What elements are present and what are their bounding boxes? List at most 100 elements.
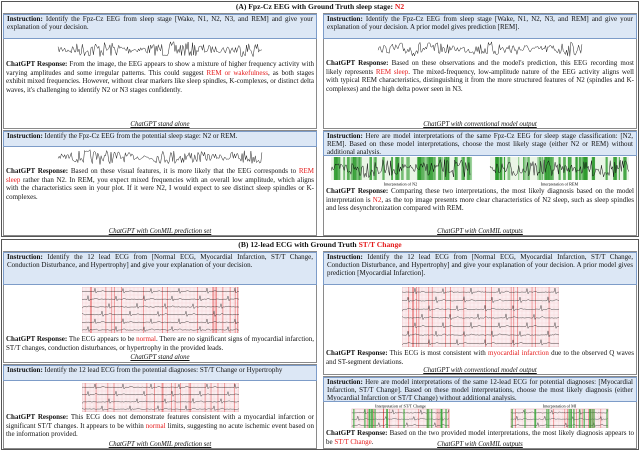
section-title: (B) 12-lead ECG with Ground Truth ST/T C… [0,240,640,250]
ecg-trace [81,405,239,412]
text-segment: Based on these visual features, it is mo… [70,167,299,175]
instruction: Instruction: Here are model interpretati… [323,377,637,402]
interp-band [559,157,561,180]
interp-band [581,157,584,180]
interp-band [546,409,548,428]
panel [3,251,317,363]
response: ChatGPT Response: From the image, the EE… [3,60,317,94]
interp-band [374,409,376,428]
interp-band [401,157,404,180]
caption: ChatGPT with conventional model output [423,121,537,128]
interp-band [578,157,580,180]
interp-band [544,157,548,180]
trace-group [377,40,583,57]
interp-band [350,157,354,180]
response: ChatGPT Response: This ECG does not demo… [3,413,317,439]
signal-image [81,287,239,333]
ecg-trace [351,421,449,428]
response-label: ChatGPT Response: [326,187,389,195]
section-box [1,239,639,450]
interp-band [353,409,355,428]
text-segment: , as the top image presents more clear c… [326,195,634,213]
instruction: Instruction: Identify the Fpz-Cz EEG fro… [3,14,317,39]
signal-image [57,148,263,166]
highlight-text: normal [136,335,156,343]
image-label: Interpretation of MI [543,404,577,409]
panel [323,376,637,449]
interp-band [375,157,377,180]
interp-band [445,157,450,180]
highlight-text: REM or wakefulness [206,68,268,77]
caption: ChatGPT with conventional model output [423,367,537,374]
interp-band [524,409,526,428]
interp-band [386,409,388,428]
ecg-trace [351,408,450,415]
ecg-trace [401,296,559,304]
interp-band [406,157,410,180]
highlight-text: N2 [372,195,382,204]
interp-band [591,157,595,180]
response-label: ChatGPT Response: [6,167,69,175]
response-label: ChatGPT Response: [6,60,68,68]
interp-band [589,409,591,428]
panel [3,364,317,449]
instruction-label: Instruction: [327,253,363,261]
highlight-text: myocardial infarction [488,349,549,357]
interp-band [568,409,570,428]
interp-band [495,157,499,180]
response-label: ChatGPT Response: [6,335,68,343]
eeg-trace [331,158,471,178]
eeg-trace [57,149,263,165]
interp-band [440,409,443,428]
interp-band [582,157,587,180]
ecg-paper [81,287,239,333]
interp-band [614,157,618,180]
interp-band [336,157,341,180]
highlight-text: ST/T Change [358,240,402,249]
interp-band [395,157,399,180]
signal-image [81,383,239,412]
highlight-text: REM sleep [375,67,409,76]
response-label: ChatGPT Response: [326,429,388,437]
eeg-trace [57,40,263,58]
instruction-label: Instruction: [327,132,363,140]
interp-band [511,409,513,428]
interp-band [427,409,430,428]
interp-band [364,409,366,428]
text-segment: Comparing these two interpretations, the… [326,187,634,204]
ecg-trace [401,287,559,295]
interp-band [518,157,520,180]
interp-band [333,157,338,180]
ecg-trace [401,305,559,312]
response-label: ChatGPT Response: [326,59,389,67]
interp-band [605,157,608,180]
interp-band [547,409,550,428]
interp-band [523,157,527,180]
interp-band [606,409,608,428]
interp-band [429,157,434,180]
trace-group [57,149,263,165]
text-segment: This ECG is most consistent with [389,349,489,357]
response: ChatGPT Response: Based on the two provi… [323,429,637,446]
instruction-label: Instruction: [7,366,43,374]
text-segment: . [371,437,374,446]
instruction-label: Instruction: [327,378,363,386]
ecg-trace [401,330,559,338]
ecg-trace [81,310,239,318]
panel [3,130,317,236]
image-label: Interpretation of ST/T Change [375,404,426,409]
highlight-text: normal [145,421,166,430]
section-box [1,1,639,237]
interp-band [422,157,425,180]
ecg-trace [401,339,559,346]
panel [323,251,637,375]
text-segment: due to the observed Q waves and ST-segme… [326,349,635,366]
panel [3,13,317,129]
interp-band [527,157,530,180]
interp-band [371,409,374,428]
interp-band [551,157,554,180]
interp-band [463,157,465,180]
trace-group [331,158,471,178]
interp-band [463,157,466,180]
